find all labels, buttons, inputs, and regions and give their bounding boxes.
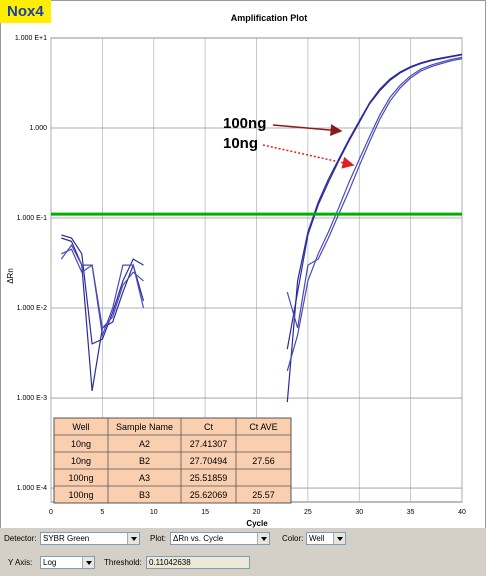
x-tick-label: 10: [150, 509, 158, 516]
plot-select[interactable]: ΔRn vs. Cycle: [170, 532, 270, 545]
table-cell: A3: [139, 473, 150, 483]
table-cell: 100ng: [68, 490, 93, 500]
annotation-arrow: [272, 124, 343, 137]
y-axis-select[interactable]: Log: [40, 556, 95, 569]
table-cell: 27.70494: [190, 456, 228, 466]
x-axis-label: Cycle: [246, 519, 268, 528]
amplification-curve: [60, 58, 463, 338]
y-tick-label: 1.000: [29, 125, 47, 132]
table-cell: 27.56: [252, 456, 275, 466]
y-tick-label: 1.000 E-2: [17, 305, 47, 312]
x-tick-label: 5: [100, 509, 104, 516]
table-cell: 10ng: [71, 439, 91, 449]
detector-label: Detector:: [4, 534, 37, 543]
badge: Nox4: [0, 0, 51, 23]
threshold-label: Threshold:: [104, 558, 142, 567]
table-header: Ct: [204, 422, 213, 432]
color-select[interactable]: Well: [306, 532, 346, 545]
table-cell: A2: [139, 439, 150, 449]
x-tick-label: 0: [49, 509, 53, 516]
table-cell: 25.62069: [190, 490, 228, 500]
table-cell: 25.51859: [190, 473, 228, 483]
y-axis-label: ΔRn: [6, 268, 15, 284]
y-tick-label: 1.000 E-1: [17, 215, 47, 222]
table-cell: B2: [139, 456, 150, 466]
chart-title: Amplification Plot: [231, 13, 308, 23]
table-header: Sample Name: [116, 422, 173, 432]
table-cell: 10ng: [71, 456, 91, 466]
table-cell: 25.57: [252, 490, 275, 500]
color-label: Color:: [282, 534, 304, 543]
table-header: Ct AVE: [249, 422, 277, 432]
amplification-curve: [61, 54, 463, 350]
y-axis-value: Log: [43, 558, 57, 567]
x-tick-label: 35: [407, 509, 415, 516]
threshold-value: 0.11042638: [149, 558, 191, 567]
detector-value: SYBR Green: [43, 534, 90, 543]
x-tick-label: 30: [355, 509, 363, 516]
table-cell: B3: [139, 490, 150, 500]
x-tick-label: 40: [458, 509, 466, 516]
detector-select[interactable]: SYBR Green: [40, 532, 140, 545]
x-tick-label: 20: [253, 509, 261, 516]
plot-label: Plot:: [150, 534, 167, 543]
y-tick-label: 1.000 E-3: [17, 395, 47, 402]
y-tick-label: 1.000 E+1: [15, 35, 47, 42]
table-bg: [53, 417, 292, 504]
threshold-input[interactable]: 0.11042638: [146, 556, 250, 569]
annotation: 100ng: [223, 115, 266, 132]
annotation: 10ng: [223, 135, 258, 152]
amplification-curve: [61, 56, 463, 372]
x-tick-label: 25: [304, 509, 312, 516]
controls: Detector: SYBR Green Plot: ΔRn vs. Cycle…: [0, 528, 486, 576]
annotation-arrow: [262, 144, 355, 169]
table-cell: 27.41307: [190, 439, 228, 449]
plot-value: ΔRn vs. Cycle: [173, 534, 224, 543]
y-tick-label: 1.000 E-4: [17, 485, 47, 492]
color-value: Well: [309, 534, 325, 543]
y-axis-label-control: Y Axis:: [8, 558, 33, 567]
chart: Amplification Plot ΔRn Cycle 0 5 10 15 20 25 3…: [6, 13, 466, 528]
plot-frame: Amplification Plot ΔRn Cycle 0 5 10 15 20 25 3…: [0, 0, 486, 529]
table-cell: 100ng: [68, 473, 93, 483]
table-header: Well: [72, 422, 89, 432]
x-tick-label: 15: [201, 509, 209, 516]
